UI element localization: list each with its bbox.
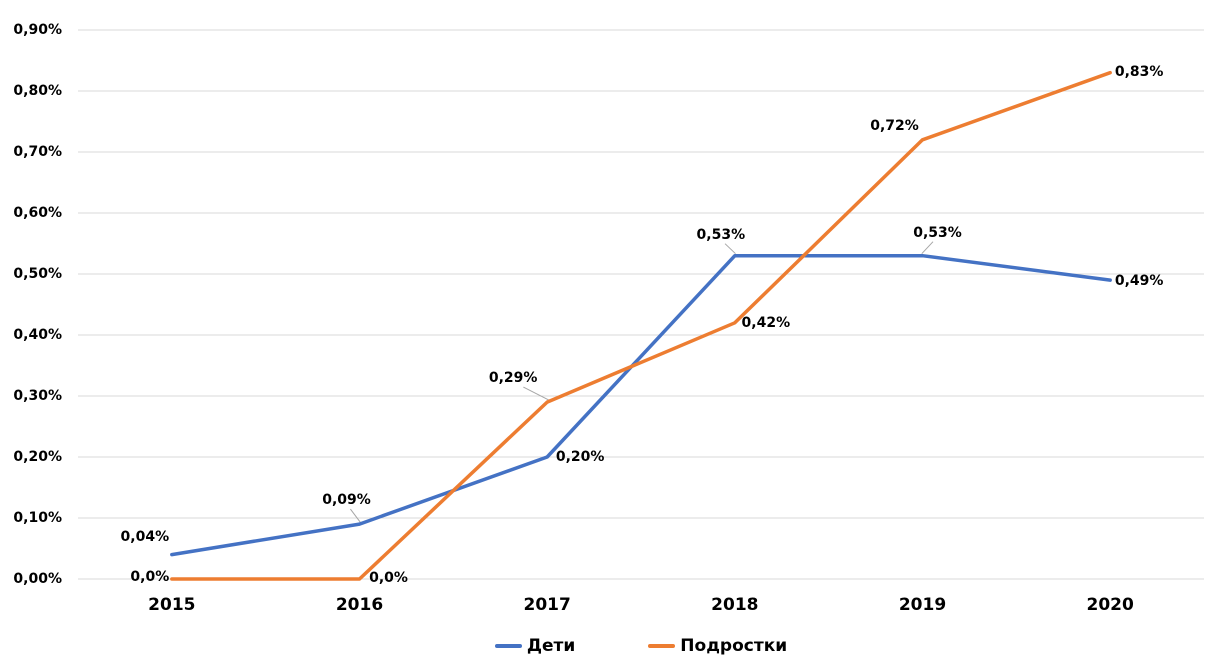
y-axis-tick-label: 0,80% — [13, 83, 62, 99]
series-line-1 — [170, 70, 1112, 581]
data-label-deti: 0,20% — [555, 449, 605, 465]
y-axis-tick-label: 0,10% — [13, 510, 62, 526]
series-line-0 — [170, 253, 1112, 557]
data-label-deti: 0,53% — [696, 226, 746, 243]
label-leader-line — [724, 243, 736, 255]
data-label-podrostki: 0,0% — [130, 569, 170, 585]
y-axis-tick-label: 0,20% — [13, 449, 62, 465]
y-axis-tick-label: 0,50% — [13, 266, 62, 282]
data-label-deti: 0,04% — [120, 528, 170, 545]
data-label-podrostki: 0,42% — [741, 314, 791, 331]
label-leader-line — [523, 386, 550, 401]
label-leader-line — [349, 508, 361, 523]
x-axis-tick-label: 2015 — [148, 595, 196, 615]
y-axis-tick-label: 0,00% — [13, 571, 62, 587]
data-label-podrostki: 0,83% — [1114, 63, 1164, 80]
x-axis-tick-label: 2019 — [898, 595, 947, 615]
data-label-deti: 0,09% — [322, 492, 371, 509]
legend-line-sample-deti — [494, 644, 522, 648]
data-label-podrostki: 0,0% — [369, 570, 408, 586]
x-axis-tick-label: 2018 — [711, 595, 759, 615]
legend-label-deti: Дети — [526, 636, 576, 656]
legend-line-sample-podrostki — [648, 644, 676, 648]
label-leader-line — [921, 241, 934, 255]
x-axis-tick-label: 2017 — [523, 595, 571, 615]
y-axis-tick-label: 0,70% — [13, 144, 62, 160]
y-axis-tick-label: 0,60% — [13, 205, 62, 221]
legend-label-podrostki: Подростки — [680, 636, 788, 656]
data-label-podrostki: 0,29% — [488, 370, 538, 387]
x-axis-tick-label: 2020 — [1086, 595, 1134, 615]
data-label-deti: 0,49% — [1114, 273, 1164, 290]
y-axis-tick-label: 0,90% — [13, 22, 62, 38]
x-axis-tick-label: 2016 — [335, 595, 384, 615]
data-label-podrostki: 0,72% — [870, 117, 919, 134]
y-axis-tick-label: 0,30% — [13, 388, 62, 404]
legend-item-podrostki: Подростки — [648, 636, 787, 656]
legend: Дети Подростки — [78, 634, 1204, 658]
data-label-deti: 0,53% — [913, 224, 962, 241]
legend-item-deti: Дети — [494, 636, 576, 656]
y-axis-tick-label: 0,40% — [13, 327, 62, 343]
